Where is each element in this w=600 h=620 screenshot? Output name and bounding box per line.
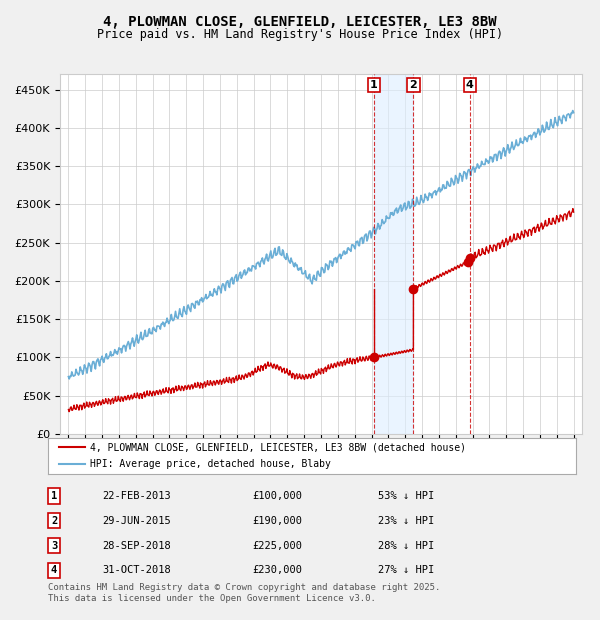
Text: 3: 3 <box>51 541 57 551</box>
Text: Contains HM Land Registry data © Crown copyright and database right 2025.
This d: Contains HM Land Registry data © Crown c… <box>48 583 440 603</box>
Text: 1: 1 <box>370 80 377 90</box>
Text: 4: 4 <box>51 565 57 575</box>
Text: 53% ↓ HPI: 53% ↓ HPI <box>378 491 434 501</box>
Text: 4, PLOWMAN CLOSE, GLENFIELD, LEICESTER, LE3 8BW: 4, PLOWMAN CLOSE, GLENFIELD, LEICESTER, … <box>103 16 497 30</box>
Text: £230,000: £230,000 <box>252 565 302 575</box>
Text: £190,000: £190,000 <box>252 516 302 526</box>
Text: £225,000: £225,000 <box>252 541 302 551</box>
Text: HPI: Average price, detached house, Blaby: HPI: Average price, detached house, Blab… <box>90 459 331 469</box>
Text: 2: 2 <box>410 80 418 90</box>
Bar <box>374 74 413 434</box>
Text: 29-JUN-2015: 29-JUN-2015 <box>102 516 171 526</box>
Text: 2: 2 <box>51 516 57 526</box>
Text: £100,000: £100,000 <box>252 491 302 501</box>
Text: 27% ↓ HPI: 27% ↓ HPI <box>378 565 434 575</box>
Text: 4, PLOWMAN CLOSE, GLENFIELD, LEICESTER, LE3 8BW (detached house): 4, PLOWMAN CLOSE, GLENFIELD, LEICESTER, … <box>90 442 466 453</box>
Text: 28% ↓ HPI: 28% ↓ HPI <box>378 541 434 551</box>
Text: 22-FEB-2013: 22-FEB-2013 <box>102 491 171 501</box>
Text: Price paid vs. HM Land Registry's House Price Index (HPI): Price paid vs. HM Land Registry's House … <box>97 28 503 41</box>
Text: 4: 4 <box>466 80 473 90</box>
Text: 28-SEP-2018: 28-SEP-2018 <box>102 541 171 551</box>
Text: 23% ↓ HPI: 23% ↓ HPI <box>378 516 434 526</box>
Text: 31-OCT-2018: 31-OCT-2018 <box>102 565 171 575</box>
Text: 1: 1 <box>51 491 57 501</box>
